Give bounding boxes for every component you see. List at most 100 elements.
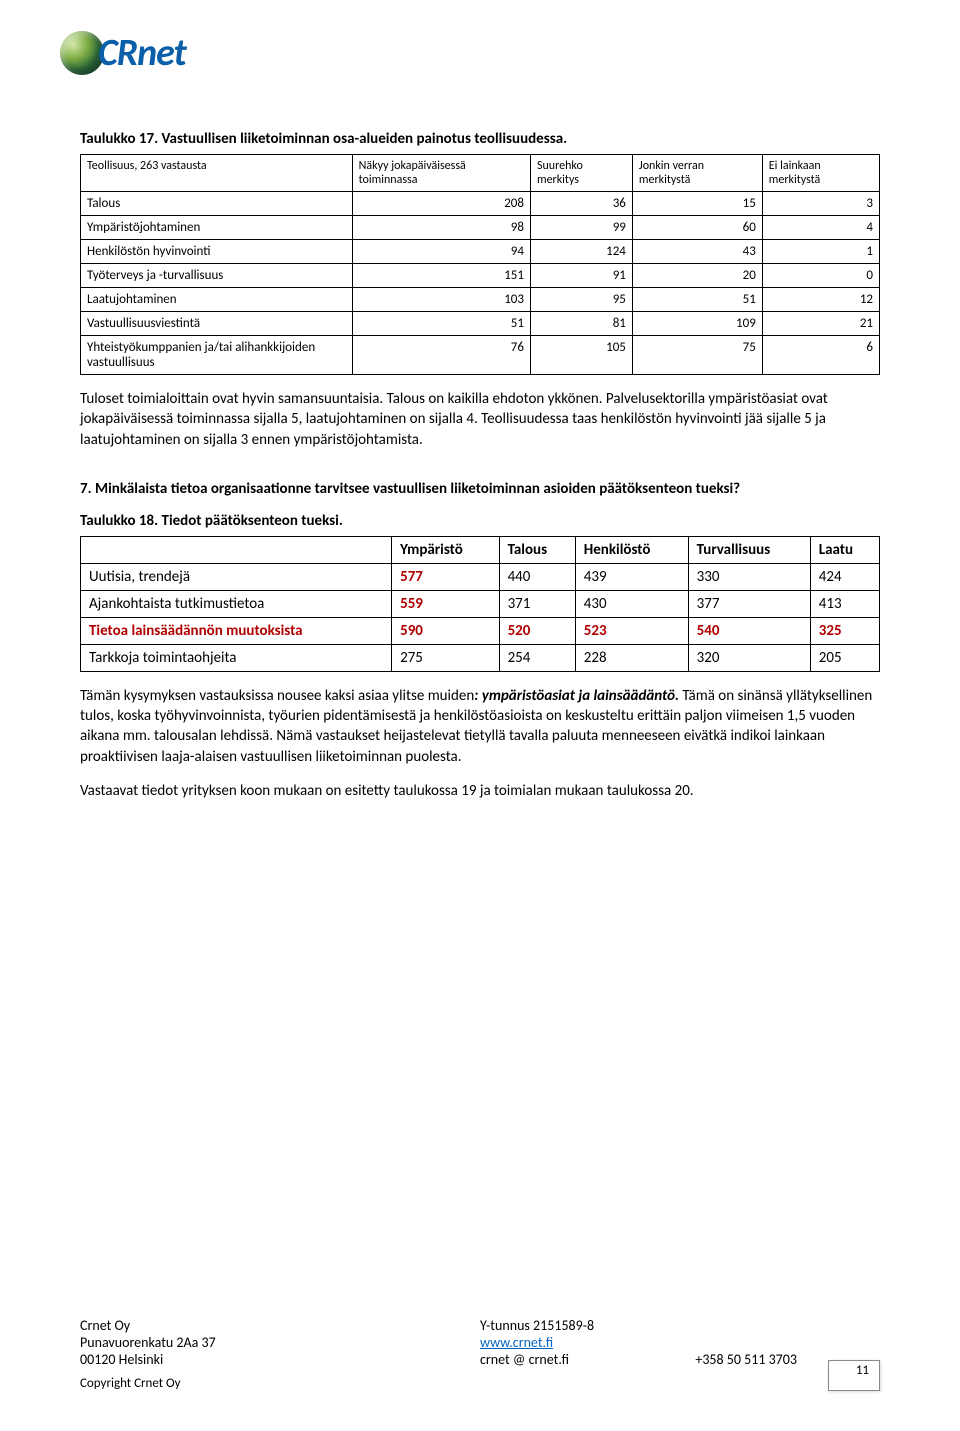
question-7: 7. Minkälaista tietoa organisaationne ta… [80,480,880,498]
row-label: Tarkkoja toimintaohjeita [81,644,392,671]
table-row: Laatujohtaminen103955112 [81,288,880,312]
footer-company: Crnet Oy [80,1317,480,1334]
table-row: Yhteistyökumppanien ja/tai alihankkijoid… [81,336,880,375]
footer-right: Y-tunnus 2151589-8 www.crnet.fi crnet @ … [480,1317,880,1368]
row-label: Tietoa lainsäädännön muutoksista [81,617,392,644]
logo: CRnet [60,30,186,76]
footer-contact-line: crnet @ crnet.fi +358 50 511 3703 [480,1351,880,1368]
table18-title: Taulukko 18. Tiedot päätöksenteon tueksi… [80,512,880,530]
cell: 413 [810,590,879,617]
table18-h3: Henkilöstö [575,536,688,563]
cell: 60 [632,216,762,240]
table17-h4: Ei lainkaan merkitystä [762,155,879,192]
cell: 95 [530,288,632,312]
row-label: Laatujohtaminen [81,288,353,312]
table17-h3: Jonkin verran merkitystä [632,155,762,192]
row-label: Yhteistyökumppanien ja/tai alihankkijoid… [81,336,353,375]
cell: 124 [530,240,632,264]
footer-left: Crnet Oy Punavuorenkatu 2Aa 37 00120 Hel… [80,1317,480,1368]
cell: 254 [499,644,575,671]
cell: 51 [632,288,762,312]
cell: 1 [762,240,879,264]
table17-header-row: Teollisuus, 263 vastausta Näkyy jokapäiv… [81,155,880,192]
row-label: Ajankohtaista tutkimustietoa [81,590,392,617]
cell: 577 [392,563,499,590]
cell: 21 [762,312,879,336]
table-row: Henkilöstön hyvinvointi94124431 [81,240,880,264]
table-row: Työterveys ja -turvallisuus15191200 [81,264,880,288]
table-row: Talous20836153 [81,192,880,216]
logo-text: CRnet [98,30,186,76]
table-row: Ympäristöjohtaminen9899604 [81,216,880,240]
cell: 520 [499,617,575,644]
page-number: 11 [828,1360,880,1391]
cell: 440 [499,563,575,590]
cell: 559 [392,590,499,617]
footer: Crnet Oy Punavuorenkatu 2Aa 37 00120 Hel… [80,1317,880,1391]
footer-columns: Crnet Oy Punavuorenkatu 2Aa 37 00120 Hel… [80,1317,880,1368]
footer-phone: +358 50 511 3703 [695,1351,797,1368]
cell: 81 [530,312,632,336]
cell: 12 [762,288,879,312]
paragraph-2: Tämän kysymyksen vastauksissa nousee kak… [80,686,880,767]
paragraph-1: Tuloset toimialoittain ovat hyvin samans… [80,389,880,450]
row-label: Työterveys ja -turvallisuus [81,264,353,288]
table17-h2: Suurehko merkitys [530,155,632,192]
cell: 523 [575,617,688,644]
cell: 99 [530,216,632,240]
table18-header-row: Ympäristö Talous Henkilöstö Turvallisuus… [81,536,880,563]
footer-copyright: Copyright Crnet Oy [80,1376,880,1391]
cell: 94 [352,240,530,264]
p2-a: Tämän kysymyksen vastauksissa nousee kak… [80,687,474,705]
cell: 43 [632,240,762,264]
q7-text: Minkälaista tietoa organisaationne tarvi… [95,480,740,498]
cell: 109 [632,312,762,336]
cell: 320 [688,644,810,671]
cell: 424 [810,563,879,590]
paragraph-3: Vastaavat tiedot yrityksen koon mukaan o… [80,781,880,801]
q7-number: 7. [80,480,92,498]
cell: 51 [352,312,530,336]
cell: 590 [392,617,499,644]
cell: 3 [762,192,879,216]
content: Taulukko 17. Vastuullisen liiketoiminnan… [80,130,880,801]
table17: Teollisuus, 263 vastausta Näkyy jokapäiv… [80,154,880,375]
cell: 98 [352,216,530,240]
table18: Ympäristö Talous Henkilöstö Turvallisuus… [80,536,880,672]
cell: 439 [575,563,688,590]
cell: 330 [688,563,810,590]
cell: 151 [352,264,530,288]
footer-vat: Y-tunnus 2151589-8 [480,1317,880,1334]
cell: 377 [688,590,810,617]
cell: 6 [762,336,879,375]
footer-link[interactable]: www.crnet.fi [480,1334,553,1351]
cell: 205 [810,644,879,671]
table18-h2: Talous [499,536,575,563]
cell: 228 [575,644,688,671]
document-page: CRnet Taulukko 17. Vastuullisen liiketoi… [0,0,960,1431]
cell: 76 [352,336,530,375]
cell: 430 [575,590,688,617]
table18-empty [81,536,392,563]
table-row: Uutisia, trendejä577440439330424 [81,563,880,590]
cell: 208 [352,192,530,216]
row-label: Uutisia, trendejä [81,563,392,590]
cell: 103 [352,288,530,312]
table-row: Tarkkoja toimintaohjeita275254228320205 [81,644,880,671]
table-row: Tietoa lainsäädännön muutoksista59052052… [81,617,880,644]
cell: 325 [810,617,879,644]
cell: 371 [499,590,575,617]
p2-b: : ympäristöasiat ja lainsäädäntö. [474,687,679,705]
cell: 15 [632,192,762,216]
cell: 0 [762,264,879,288]
table17-topleft: Teollisuus, 263 vastausta [81,155,353,192]
table-row: Ajankohtaista tutkimustietoa559371430377… [81,590,880,617]
row-label: Vastuullisuusviestintä [81,312,353,336]
footer-city: 00120 Helsinki [80,1351,480,1368]
cell: 105 [530,336,632,375]
cell: 4 [762,216,879,240]
cell: 36 [530,192,632,216]
cell: 275 [392,644,499,671]
cell: 91 [530,264,632,288]
table18-h5: Laatu [810,536,879,563]
